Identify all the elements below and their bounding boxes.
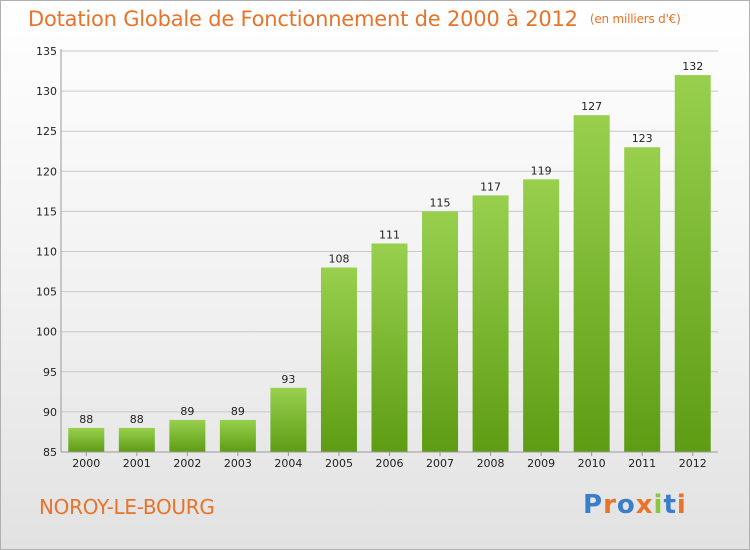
x-tick-label: 2008 bbox=[477, 457, 505, 470]
data-label: 123 bbox=[632, 132, 653, 145]
x-tick-label: 2009 bbox=[527, 457, 555, 470]
y-tick-label: 105 bbox=[36, 286, 57, 299]
bar bbox=[371, 243, 408, 452]
x-tick-label: 2002 bbox=[173, 457, 201, 470]
x-tick-label: 2005 bbox=[325, 457, 353, 470]
data-label: 117 bbox=[480, 180, 501, 193]
logo-letter: t bbox=[663, 490, 677, 520]
x-tick-label: 2006 bbox=[376, 457, 404, 470]
title-text: Dotation Globale de Fonctionnement de 20… bbox=[28, 7, 578, 31]
data-label: 111 bbox=[379, 228, 400, 241]
x-tick-label: 2011 bbox=[628, 457, 656, 470]
commune-name: NOROY-LE-BOURG bbox=[39, 495, 215, 519]
bar bbox=[270, 387, 307, 452]
data-label: 93 bbox=[281, 373, 295, 386]
y-tick-label: 120 bbox=[36, 165, 57, 178]
bar bbox=[422, 211, 459, 452]
bar bbox=[624, 147, 661, 453]
chart-title: Dotation Globale de Fonctionnement de 20… bbox=[28, 7, 681, 31]
x-tick-label: 2000 bbox=[72, 457, 100, 470]
logo-letter: r bbox=[603, 490, 617, 520]
logo-letter: i bbox=[676, 490, 687, 520]
data-label: 89 bbox=[180, 405, 194, 418]
logo-letter: i bbox=[653, 490, 664, 520]
data-label: 88 bbox=[79, 413, 93, 426]
x-tick-label: 2001 bbox=[123, 457, 151, 470]
data-label: 88 bbox=[130, 413, 144, 426]
bar bbox=[573, 115, 610, 452]
bar bbox=[68, 427, 105, 452]
data-label: 89 bbox=[231, 405, 245, 418]
bars-layer bbox=[68, 75, 711, 453]
y-tick-label: 115 bbox=[36, 205, 57, 218]
proxiti-logo[interactable]: Proxiti bbox=[583, 490, 687, 520]
logo-letter: o bbox=[616, 490, 636, 520]
axis-layer: 85 90 95 100 105 110 115 120 125 130 135 2000 2001 20… bbox=[36, 45, 718, 470]
y-tick-label: 85 bbox=[43, 446, 57, 459]
data-label: 108 bbox=[328, 253, 349, 266]
y-tick-label: 110 bbox=[36, 246, 57, 259]
data-label: 127 bbox=[581, 100, 602, 113]
data-label: 119 bbox=[531, 164, 552, 177]
y-tick-label: 125 bbox=[36, 125, 57, 138]
bar bbox=[118, 427, 155, 452]
unit-label: (en milliers d'€) bbox=[589, 12, 681, 26]
bar bbox=[523, 179, 560, 452]
x-tick-label: 2003 bbox=[224, 457, 252, 470]
y-tick-label: 100 bbox=[36, 326, 57, 339]
logo-letter: P bbox=[583, 490, 604, 520]
y-tick-label: 95 bbox=[43, 366, 57, 379]
data-label: 115 bbox=[430, 196, 451, 209]
bar bbox=[320, 267, 357, 452]
bar bbox=[219, 419, 256, 452]
bar bbox=[674, 75, 711, 452]
x-tick-label: 2010 bbox=[578, 457, 606, 470]
y-tick-label: 135 bbox=[36, 45, 57, 58]
x-tick-label: 2004 bbox=[274, 457, 302, 470]
bar bbox=[169, 419, 206, 452]
bar bbox=[472, 195, 509, 453]
x-tick-label: 2007 bbox=[426, 457, 454, 470]
y-tick-label: 130 bbox=[36, 85, 57, 98]
labels-layer: 88 88 89 89 93 108 111 115 117 119 127 123 132 bbox=[79, 60, 703, 426]
data-label: 132 bbox=[682, 60, 703, 73]
x-tick-label: 2012 bbox=[679, 457, 707, 470]
logo-letter: x bbox=[635, 490, 654, 520]
y-tick-label: 90 bbox=[43, 406, 57, 419]
